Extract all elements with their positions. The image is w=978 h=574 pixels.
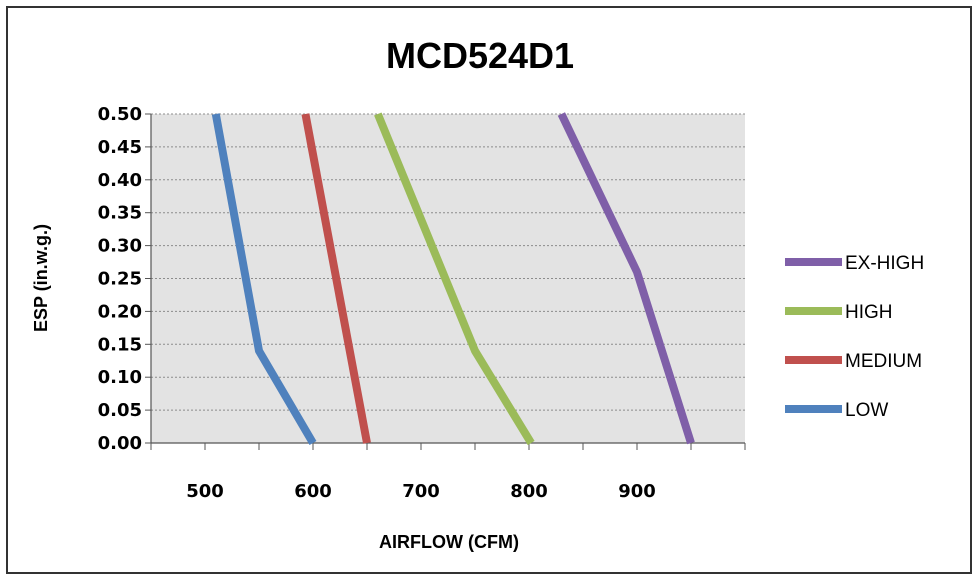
x-tick-label: 500 — [186, 481, 224, 502]
chart-title: MCD524D1 — [386, 35, 574, 76]
legend-label-medium: MEDIUM — [845, 351, 922, 372]
y-tick-label: 0.00 — [98, 433, 142, 454]
series-lines — [211, 112, 695, 446]
y-tick-label: 0.15 — [98, 334, 142, 355]
y-axis-label: ESP (in.w.g.) — [31, 224, 51, 332]
legend-label-ex-high: EX-HIGH — [845, 253, 924, 274]
y-tick-labels: 0.00 0.05 0.10 0.15 0.20 0.25 0.30 0.35 0.40 0.45… — [98, 104, 151, 454]
x-tick-label: 700 — [402, 481, 440, 502]
legend: EX-HIGH HIGH MEDIUM LOW — [785, 253, 924, 421]
y-tick-label: 0.05 — [98, 400, 142, 421]
y-tick-label: 0.45 — [98, 137, 142, 158]
y-tick-label: 0.30 — [98, 236, 142, 257]
x-axis-label: AIRFLOW (CFM) — [379, 532, 519, 552]
y-tick-label: 0.35 — [98, 203, 142, 224]
x-tick-label: 900 — [618, 481, 656, 502]
y-tick-label: 0.20 — [98, 301, 142, 322]
x-tick-label: 800 — [510, 481, 548, 502]
series-line-high — [374, 112, 535, 446]
y-tick-label: 0.50 — [98, 104, 142, 125]
legend-label-high: HIGH — [845, 302, 893, 323]
y-tick-label: 0.25 — [98, 269, 142, 290]
legend-label-low: LOW — [845, 400, 888, 421]
series-line-medium — [301, 113, 371, 444]
y-tick-label: 0.10 — [98, 367, 142, 388]
series-line-low — [211, 113, 317, 446]
x-tick-labels: 500 600 700 800 900 — [150, 443, 746, 502]
series-line-ex-high — [557, 112, 695, 445]
x-tick-label: 600 — [294, 481, 332, 502]
y-tick-label: 0.40 — [98, 170, 142, 191]
